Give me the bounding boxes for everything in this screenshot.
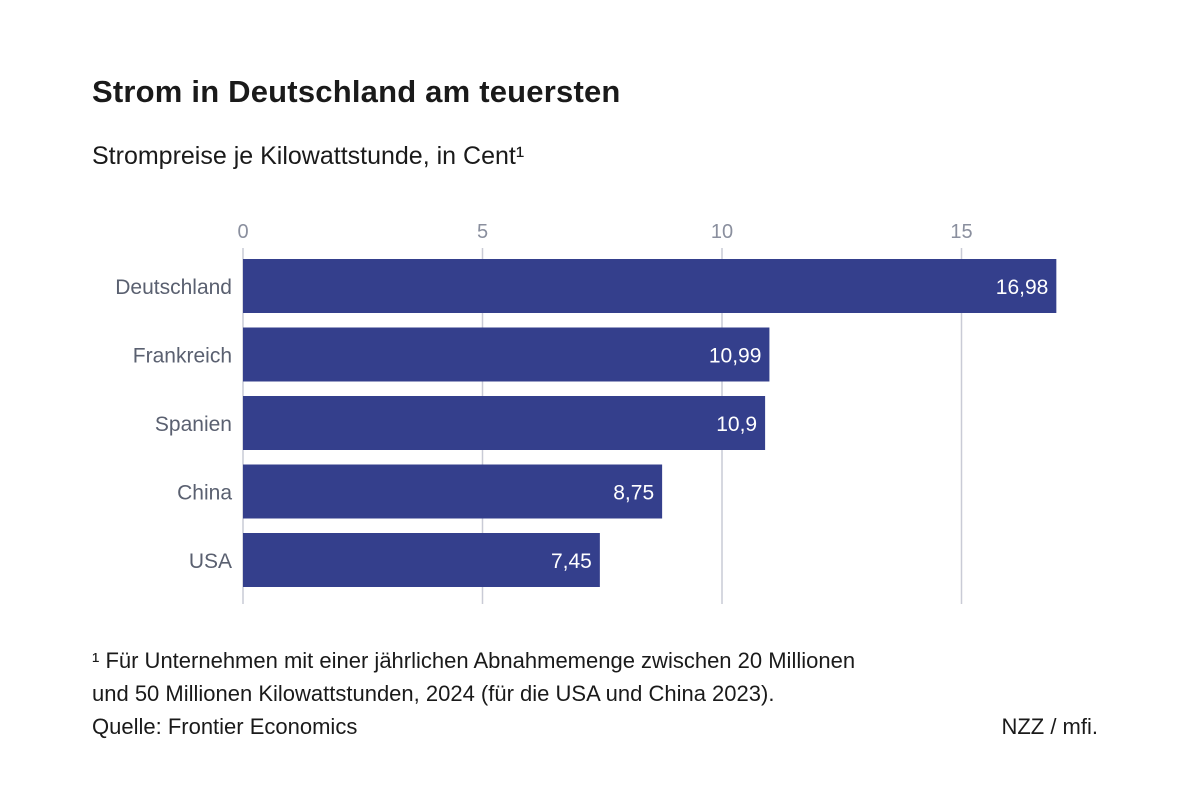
category-label-china: China: [177, 482, 232, 505]
chart-title: Strom in Deutschland am teuersten: [92, 74, 621, 109]
footnote-line-2: und 50 Millionen Kilowattstunden, 2024 (…: [92, 681, 775, 706]
value-label-frankreich: 10,99: [709, 345, 762, 368]
footnote-line-1: ¹ Für Unternehmen mit einer jährlichen A…: [92, 648, 856, 673]
x-tick-label-0: 0: [237, 221, 248, 243]
category-label-spanien: Spanien: [155, 413, 232, 436]
source-text: Quelle: Frontier Economics: [92, 714, 358, 739]
bar-china: [243, 464, 663, 519]
bar-chart: 0 5 10 15 Deutschland 16,98 Frankreich 10,99 Spa…: [115, 221, 1057, 604]
x-tick-label-10: 10: [711, 221, 733, 243]
category-label-deutschland: Deutschland: [115, 276, 232, 299]
value-label-deutschland: 16,98: [996, 276, 1049, 299]
bar-usa: [243, 533, 600, 587]
x-tick-label-5: 5: [477, 221, 488, 243]
chart-subtitle: Strompreise je Kilowattstunde, in Cent¹: [92, 142, 525, 170]
category-label-usa: USA: [189, 550, 232, 573]
source-row: Quelle: Frontier Economics NZZ / mfi.: [92, 710, 1112, 743]
bar-frankreich: [243, 327, 770, 382]
footnote: ¹ Für Unternehmen mit einer jährlichen A…: [92, 644, 1112, 743]
x-tick-label-15: 15: [950, 221, 972, 243]
category-label-frankreich: Frankreich: [133, 345, 232, 368]
bar-spanien: [243, 396, 766, 450]
value-label-usa: 7,45: [551, 550, 592, 573]
value-label-china: 8,75: [613, 482, 654, 505]
credit-text: NZZ / mfi.: [1001, 714, 1098, 739]
bar-deutschland: [243, 259, 1057, 313]
value-label-spanien: 10,9: [716, 413, 757, 436]
